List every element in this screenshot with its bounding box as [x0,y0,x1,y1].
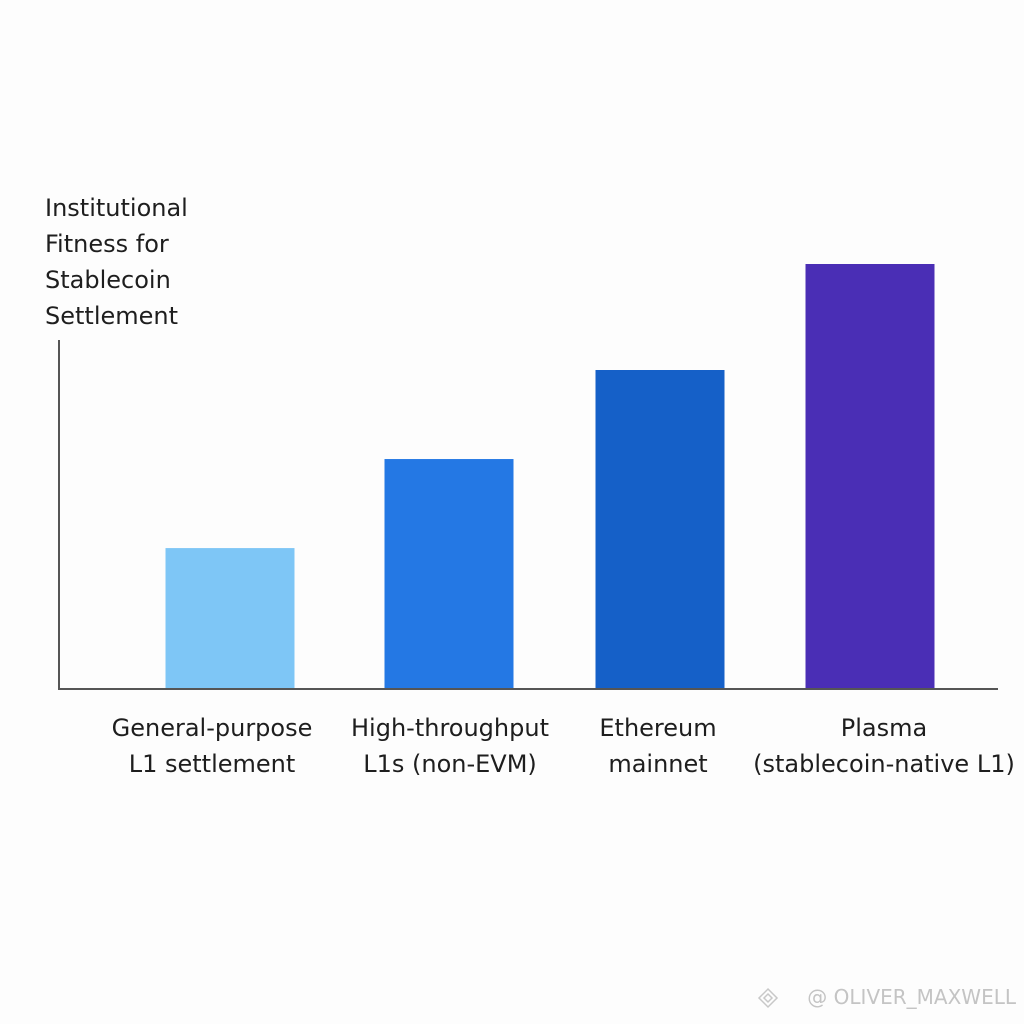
y-axis-label: Institutional Fitness for Stablecoin Set… [45,194,188,330]
bar [805,264,935,688]
x-tick-label: Ethereum mainnet [599,714,717,778]
watermark: @ OLIVER_MAXWELL [807,985,1016,1009]
x-tick-label: High-throughput L1s (non-EVM) [351,714,549,778]
x-tick-label: Plasma (stablecoin-native L1) [753,714,1015,778]
watermark-icon [757,987,779,1009]
x-tick-label: General-purpose L1 settlement [111,714,313,778]
bar [165,548,295,688]
bar [595,370,725,688]
bar [384,459,514,688]
